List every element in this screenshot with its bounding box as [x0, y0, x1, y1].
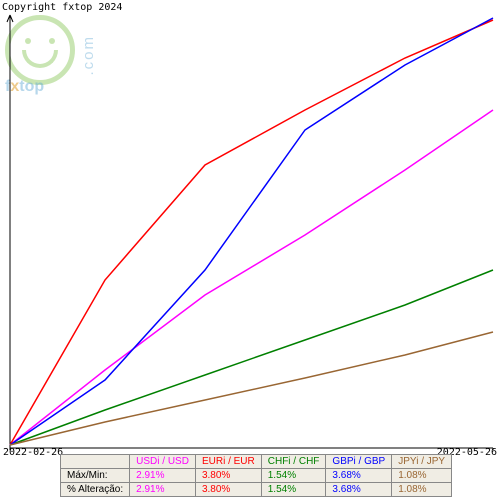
table-cell: 3.80% — [195, 469, 261, 483]
table-cell: 3.68% — [326, 469, 392, 483]
chart-svg — [5, 10, 495, 450]
col-header: EURi / EUR — [195, 455, 261, 469]
currency-table: USDi / USD EURi / EUR CHFi / CHF GBPi / … — [60, 454, 452, 497]
col-header: GBPi / GBP — [326, 455, 392, 469]
table-corner — [61, 455, 130, 469]
table-cell: 1.08% — [392, 483, 452, 497]
col-header: USDi / USD — [130, 455, 196, 469]
row-label: Máx/Min: — [61, 469, 130, 483]
table-cell: 1.54% — [261, 469, 326, 483]
table-cell: 1.54% — [261, 483, 326, 497]
table-cell: 3.80% — [195, 483, 261, 497]
line-chart — [5, 10, 495, 450]
row-label: % Alteração: — [61, 483, 130, 497]
table-row-maxmin: Máx/Min: 2.91% 3.80% 1.54% 3.68% 1.08% — [61, 469, 452, 483]
col-header: JPYi / JPY — [392, 455, 452, 469]
table-cell: 2.91% — [130, 469, 196, 483]
table-cell: 3.68% — [326, 483, 392, 497]
series-line — [10, 18, 493, 445]
series-line — [10, 20, 493, 445]
table-header-row: USDi / USD EURi / EUR CHFi / CHF GBPi / … — [61, 455, 452, 469]
table-cell: 2.91% — [130, 483, 196, 497]
table-row-change: % Alteração: 2.91% 3.80% 1.54% 3.68% 1.0… — [61, 483, 452, 497]
col-header: CHFi / CHF — [261, 455, 326, 469]
table-cell: 1.08% — [392, 469, 452, 483]
x-axis-start-date: 2022-02-26 — [3, 447, 63, 458]
series-line — [10, 270, 493, 445]
